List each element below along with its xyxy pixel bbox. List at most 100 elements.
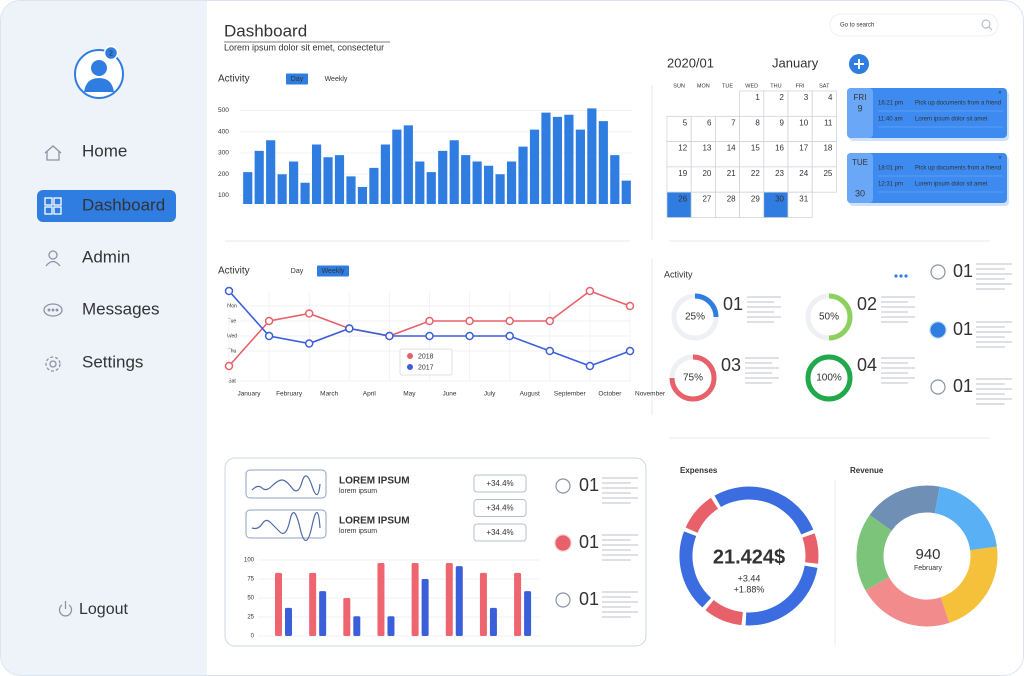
calendar-day-number[interactable]: 24 [799,169,808,178]
calendar-day[interactable] [739,141,765,168]
expenses-total: 21.424$ [713,546,785,568]
x-tick-label: July [484,391,496,398]
bar [380,144,390,204]
calendar-day-number[interactable]: 15 [751,144,760,153]
calendar-day-number[interactable]: 14 [727,144,736,153]
event-close[interactable]: × [998,156,1002,162]
nav-item[interactable]: Settings [82,352,143,371]
legend-label: 2017 [418,364,434,371]
calendar-day-number[interactable]: 31 [799,194,808,203]
calendar-day-number[interactable]: 21 [727,169,736,178]
item-number: 03 [721,355,741,375]
tab-active[interactable] [286,73,308,85]
line-point [264,331,274,341]
tab[interactable]: Weekly [325,76,348,83]
more-menu[interactable] [894,274,908,278]
line-point [505,316,514,326]
calendar-day[interactable] [739,166,765,193]
calendar-day[interactable] [787,166,813,193]
calendar-day-number[interactable]: 20 [702,169,711,178]
x-tick-label: August [520,391,540,398]
calendar-day-number[interactable]: 17 [799,144,808,153]
search-placeholder[interactable]: Go to search [840,23,874,29]
calendar-day-number[interactable]: 1 [755,93,760,102]
calendar-day[interactable] [739,191,765,218]
calendar-day-number[interactable]: 13 [702,144,711,153]
calendar-day-number[interactable]: 16 [775,144,784,153]
badge-text: +34.4% [486,504,513,513]
search-box[interactable] [829,13,999,37]
logout[interactable]: Logout [79,601,128,618]
bar [506,161,517,204]
weekday: SUN [673,83,685,89]
calendar-day-number[interactable]: 12 [678,144,687,153]
calendar-day-number[interactable]: 26 [678,194,687,203]
ring-label: 50% [819,312,839,323]
calendar-day-number[interactable]: 23 [775,169,784,178]
calendar-day[interactable] [811,90,837,117]
bar [289,161,299,204]
radio[interactable] [930,322,946,338]
calendar-day-number[interactable]: 8 [755,118,760,127]
calendar-day-number[interactable]: 29 [751,194,760,203]
calendar-day[interactable] [763,90,789,117]
calendar-day-number[interactable]: 9 [780,118,785,127]
tab-active[interactable] [317,265,349,277]
nav-item[interactable]: Dashboard [82,195,165,214]
calendar-day[interactable] [763,191,789,218]
radio[interactable] [555,478,571,494]
nav-item[interactable]: Home [82,141,127,160]
calendar-day[interactable] [715,191,740,218]
search-icon[interactable] [981,19,993,31]
calendar-day[interactable] [666,115,692,142]
calendar-day[interactable] [787,90,813,117]
calendar-day[interactable] [787,191,813,218]
line-point [385,331,394,341]
calendar-day-number[interactable]: 27 [702,194,711,203]
calendar-day[interactable] [739,90,765,117]
donut-segment [934,486,997,551]
calendar-day-number[interactable]: 11 [824,118,833,127]
sparkline-card [245,469,327,499]
event-card[interactable] [847,88,1007,138]
calendar-day[interactable] [715,115,740,142]
calendar-day-number[interactable]: 3 [804,93,809,102]
event-time: 12:31 pm [878,182,903,188]
nav-item[interactable]: Admin [82,247,130,266]
calendar-day-number[interactable]: 5 [683,118,688,127]
calendar-day-number[interactable]: 19 [678,169,687,178]
radio[interactable] [930,379,946,395]
nav-active-bg[interactable] [37,190,176,222]
calendar-day-number[interactable]: 25 [823,169,832,178]
tab[interactable]: Weekly [322,268,345,275]
y-tick-label: Mon [227,303,237,309]
tab[interactable]: Day [291,268,304,275]
radio[interactable] [555,592,571,608]
calendar-day-number[interactable]: 4 [828,93,833,102]
calendar-day[interactable] [739,115,765,142]
line-point [304,339,314,348]
calendar-day-number[interactable]: 30 [775,194,784,203]
calendar-day-number[interactable]: 10 [799,118,808,127]
calendar-day-number[interactable]: 22 [751,169,760,178]
calendar-day[interactable] [690,166,716,193]
event-card[interactable] [847,153,1007,203]
calendar-day[interactable] [690,115,716,142]
nav-item[interactable]: Messages [82,299,159,318]
tab[interactable]: Day [291,76,304,83]
calendar-day-number[interactable]: 7 [731,118,736,127]
radio[interactable] [930,264,946,280]
calendar-day[interactable] [715,141,740,168]
calendar-day-number[interactable]: 6 [707,118,712,127]
calendar-day[interactable] [811,141,837,168]
calendar-day[interactable] [690,191,716,218]
calendar-day[interactable] [763,115,789,142]
event-close[interactable]: × [998,91,1002,97]
calendar-day[interactable] [811,166,837,193]
event-time: 18:01 pm [878,166,903,172]
x-tick-label: May [403,391,416,398]
calendar-day-number[interactable]: 18 [823,144,832,153]
radio[interactable] [555,535,571,551]
calendar-day-number[interactable]: 28 [727,194,736,203]
calendar-day-number[interactable]: 2 [780,93,785,102]
